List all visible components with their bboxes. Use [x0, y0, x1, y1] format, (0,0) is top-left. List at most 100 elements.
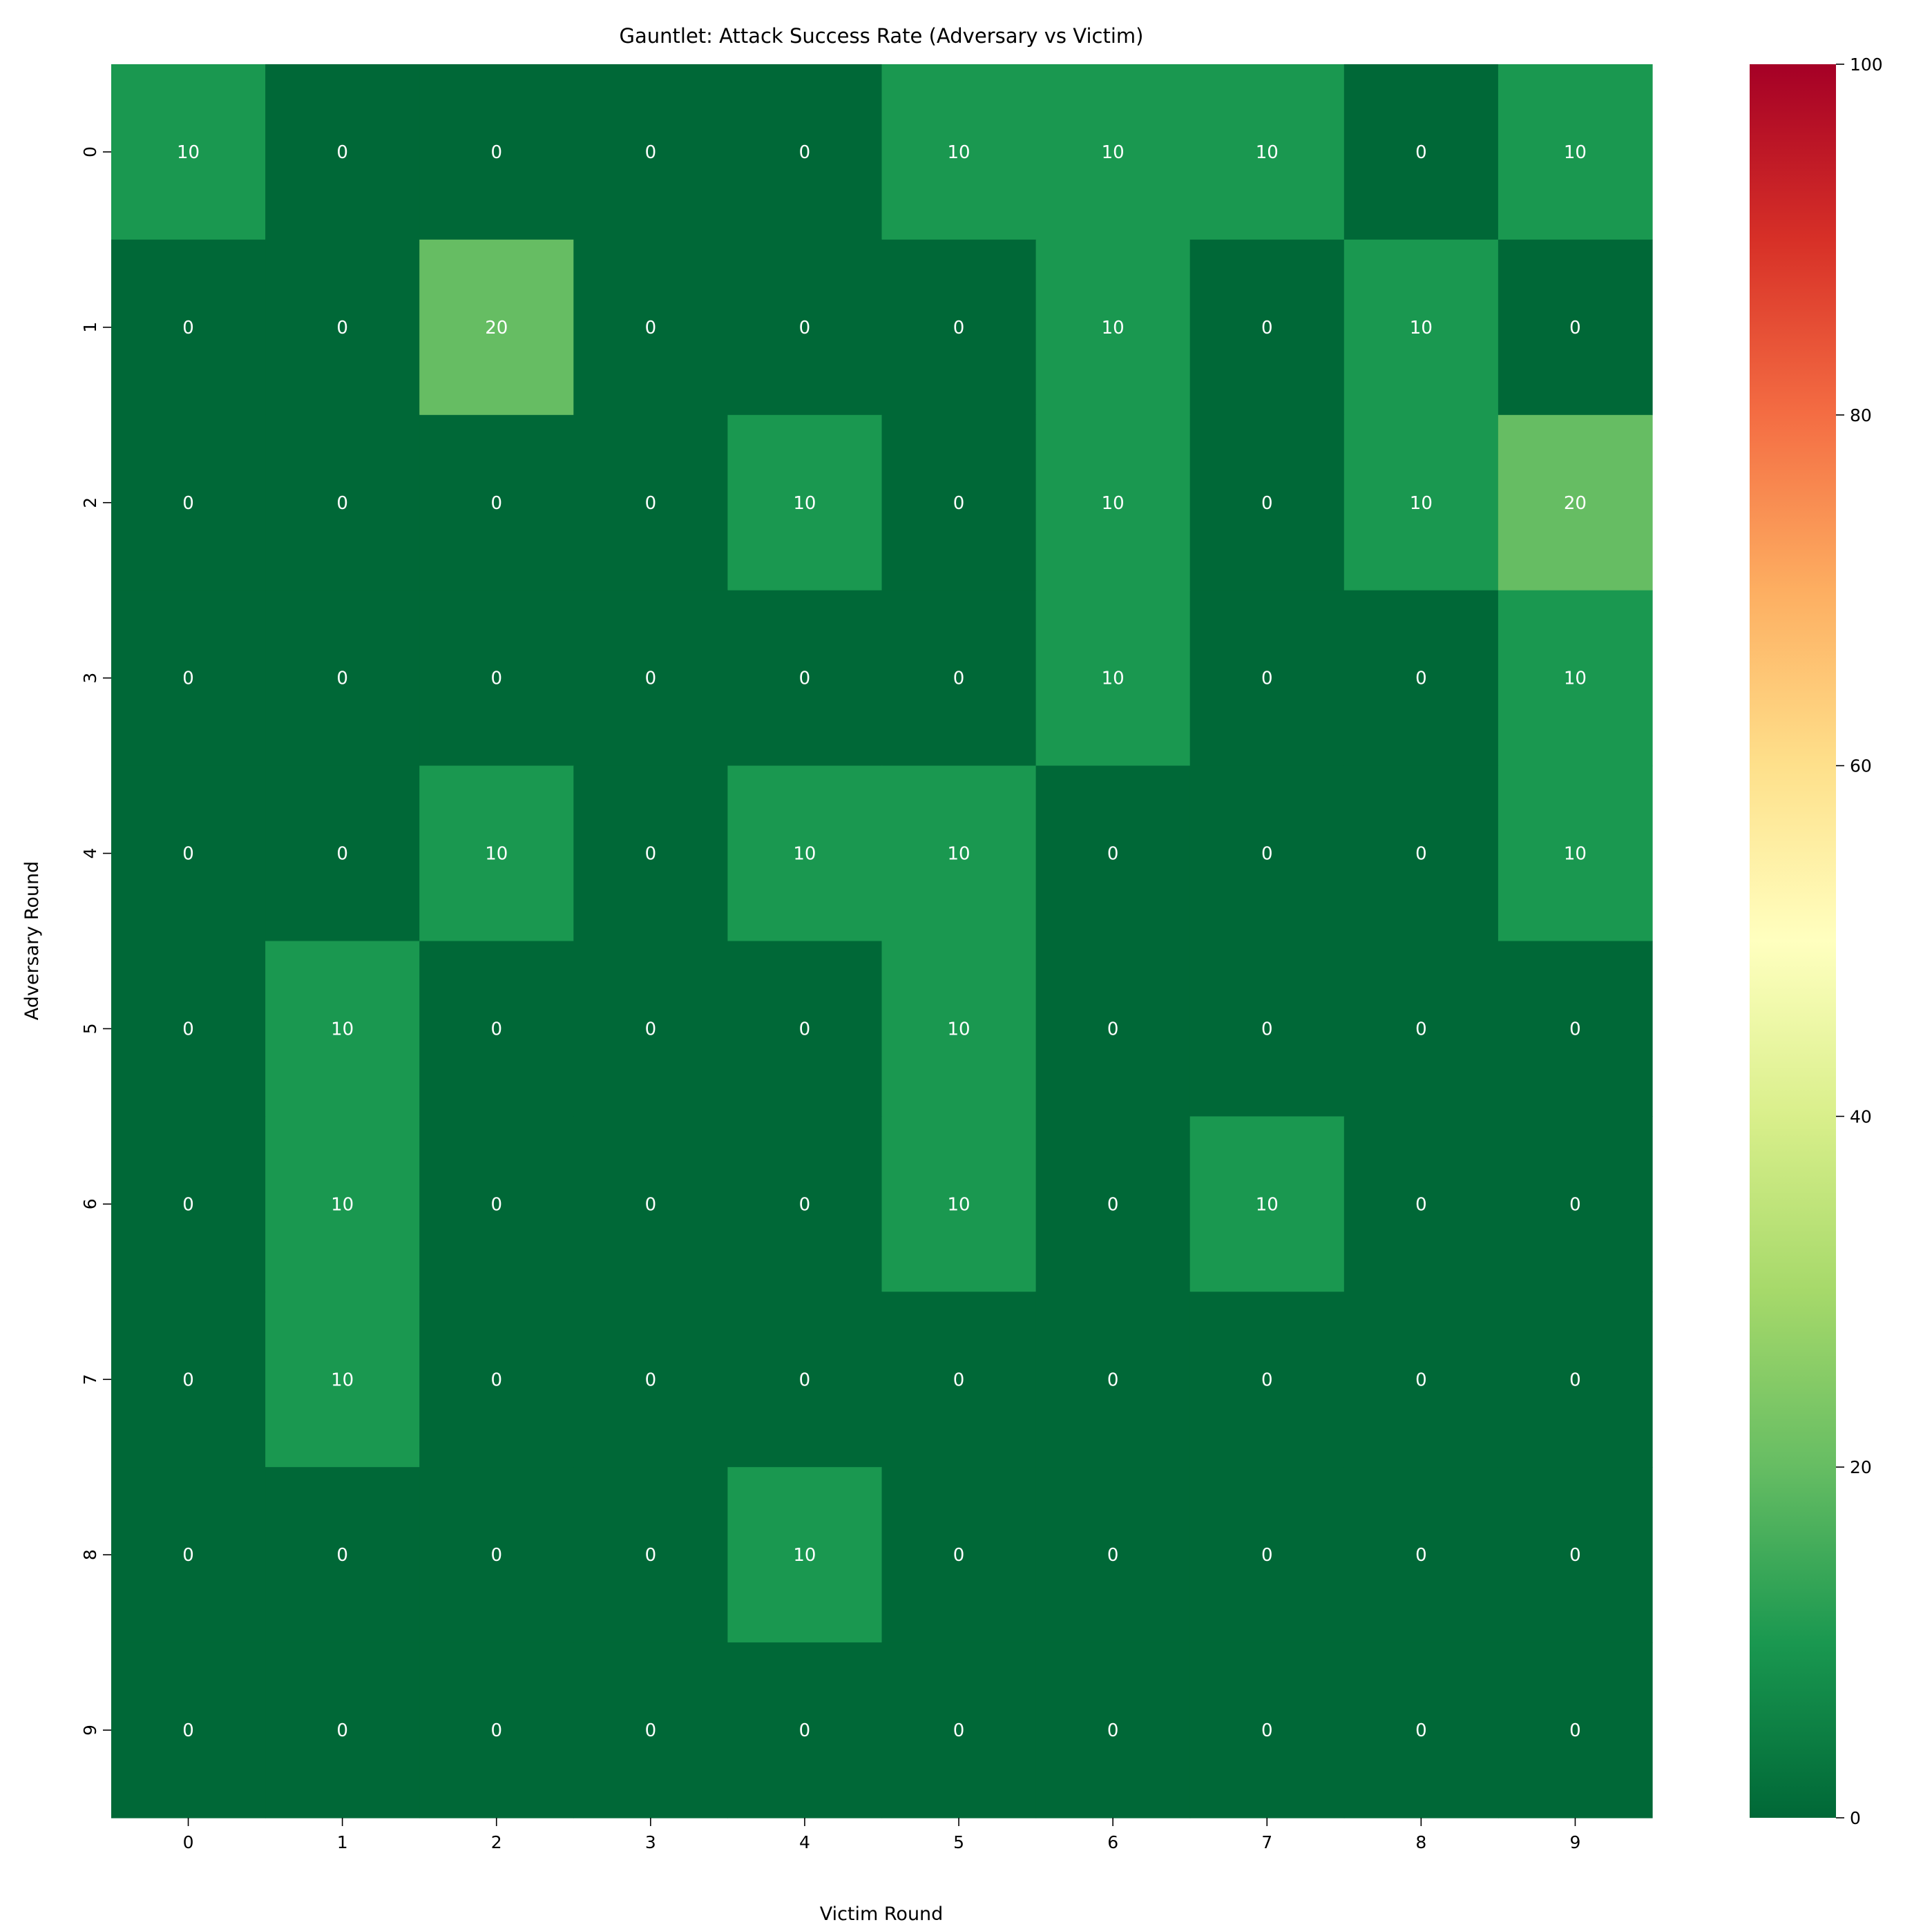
heatmap-cell: [1189, 1116, 1345, 1292]
x-tick-label: 1: [337, 1832, 348, 1852]
cell-annotation: 0: [1261, 1370, 1273, 1390]
y-tick-label: 9: [80, 1725, 100, 1736]
heatmap-cell: [419, 1292, 574, 1468]
cell-annotation: 0: [336, 142, 348, 163]
heatmap-cell: [1343, 239, 1499, 416]
colorbar-tick-label: 20: [1850, 1457, 1872, 1477]
cell-annotation: 20: [1564, 493, 1587, 514]
heatmap-cell: [727, 64, 883, 240]
x-tick-label: 2: [491, 1832, 502, 1852]
heatmap-cell: [1189, 765, 1345, 942]
heatmap-cell: [727, 941, 883, 1117]
heatmap-cell: [573, 239, 728, 416]
cell-annotation: 10: [1256, 142, 1279, 163]
cell-annotation: 0: [1107, 1194, 1119, 1215]
heatmap-cell: [265, 1292, 420, 1468]
heatmap-cell: [1035, 64, 1191, 240]
heatmap-cell: [1189, 239, 1345, 416]
cell-annotation: 0: [953, 1545, 965, 1566]
x-tick-label: 4: [799, 1832, 810, 1852]
heatmap-cell: [1498, 414, 1653, 591]
cell-annotation: 0: [1415, 1545, 1427, 1566]
heatmap-cell: [1035, 1467, 1191, 1643]
heatmap-cell: [1189, 64, 1345, 240]
heatmap-cell: [265, 64, 420, 240]
cell-annotation: 0: [1415, 1019, 1427, 1039]
cell-annotation: 0: [953, 318, 965, 338]
heatmap-cell: [1498, 765, 1653, 942]
heatmap-cell: [1343, 1116, 1499, 1292]
x-tick-label: 3: [645, 1832, 656, 1852]
heatmap-cell: [419, 1642, 574, 1818]
cell-annotation: 0: [799, 1194, 811, 1215]
cell-annotation: 0: [1415, 844, 1427, 865]
heatmap-cell: [1498, 64, 1653, 240]
heatmap-cell: [1035, 239, 1191, 416]
cell-annotation: 10: [1102, 493, 1125, 514]
cell-annotation: 0: [645, 142, 657, 163]
cell-annotation: 0: [1261, 493, 1273, 514]
y-tick-label: 2: [80, 497, 100, 508]
heatmap-cell: [573, 1642, 728, 1818]
heatmap-cell: [727, 765, 883, 942]
cell-annotation: 0: [645, 493, 657, 514]
cell-annotation: 0: [953, 1370, 965, 1390]
x-tick-label: 5: [953, 1832, 964, 1852]
heatmap-cell: [573, 1292, 728, 1468]
heatmap-cells: 10 0 0 0 0 10 10 10 0 10 0 0 20 0 0 0 10 0 10 0 0 0 0 0 10 0 10 0 10…: [111, 64, 1653, 1818]
cell-annotation: 0: [336, 493, 348, 514]
cell-annotation: 0: [645, 1194, 657, 1215]
colorbar-tick-label: 40: [1850, 1106, 1872, 1126]
heatmap-cell: [573, 64, 728, 240]
heatmap-cell: [265, 765, 420, 942]
cell-annotation: 0: [490, 142, 502, 163]
cell-annotation: 10: [793, 844, 816, 865]
heatmap-cell: [419, 765, 574, 942]
cell-annotation: 0: [336, 844, 348, 865]
cell-annotation: 0: [490, 493, 502, 514]
cell-annotation: 0: [645, 1720, 657, 1741]
heatmap-cell: [1498, 1116, 1653, 1292]
cell-annotation: 0: [953, 669, 965, 689]
heatmap-cell: [727, 590, 883, 767]
cell-annotation: 0: [1261, 844, 1273, 865]
heatmap-cell: [111, 590, 266, 767]
cell-annotation: 0: [1569, 1194, 1581, 1215]
heatmap-cell: [265, 1642, 420, 1818]
heatmap-cell: [1343, 1292, 1499, 1468]
heatmap-cell: [111, 414, 266, 591]
cell-annotation: 0: [336, 1545, 348, 1566]
heatmap-cell: [111, 765, 266, 942]
heatmap-cell: [1035, 1116, 1191, 1292]
cell-annotation: 0: [490, 669, 502, 689]
y-tick-label: 4: [80, 848, 100, 859]
cell-annotation: 0: [182, 844, 194, 865]
cell-annotation: 0: [336, 669, 348, 689]
cell-annotation: 10: [793, 493, 816, 514]
heatmap-cell: [1498, 1642, 1653, 1818]
cell-annotation: 0: [1107, 844, 1119, 865]
cell-annotation: 0: [182, 1545, 194, 1566]
heatmap-cell: [419, 941, 574, 1117]
y-tick-label: 6: [80, 1198, 100, 1209]
cell-annotation: 0: [645, 1019, 657, 1039]
heatmap-cell: [111, 64, 266, 240]
heatmap-cell: [1343, 1467, 1499, 1643]
heatmap-cell: [111, 1116, 266, 1292]
colorbar-tick-label: 100: [1850, 55, 1883, 75]
cell-annotation: 20: [485, 318, 508, 338]
cell-annotation: 10: [177, 142, 200, 163]
heatmap-cell: [265, 590, 420, 767]
heatmap-cell: [1498, 1292, 1653, 1468]
cell-annotation: 10: [1102, 318, 1125, 338]
colorbar-tick-label: 60: [1850, 756, 1872, 776]
cell-annotation: 0: [336, 318, 348, 338]
heatmap-cell: [1498, 239, 1653, 416]
y-tick-label: 5: [80, 1023, 100, 1034]
heatmap-cell: [727, 1116, 883, 1292]
heatmap-cell: [1035, 1292, 1191, 1468]
cell-annotation: 10: [331, 1370, 354, 1390]
cell-annotation: 0: [799, 669, 811, 689]
cell-annotation: 10: [948, 142, 970, 163]
